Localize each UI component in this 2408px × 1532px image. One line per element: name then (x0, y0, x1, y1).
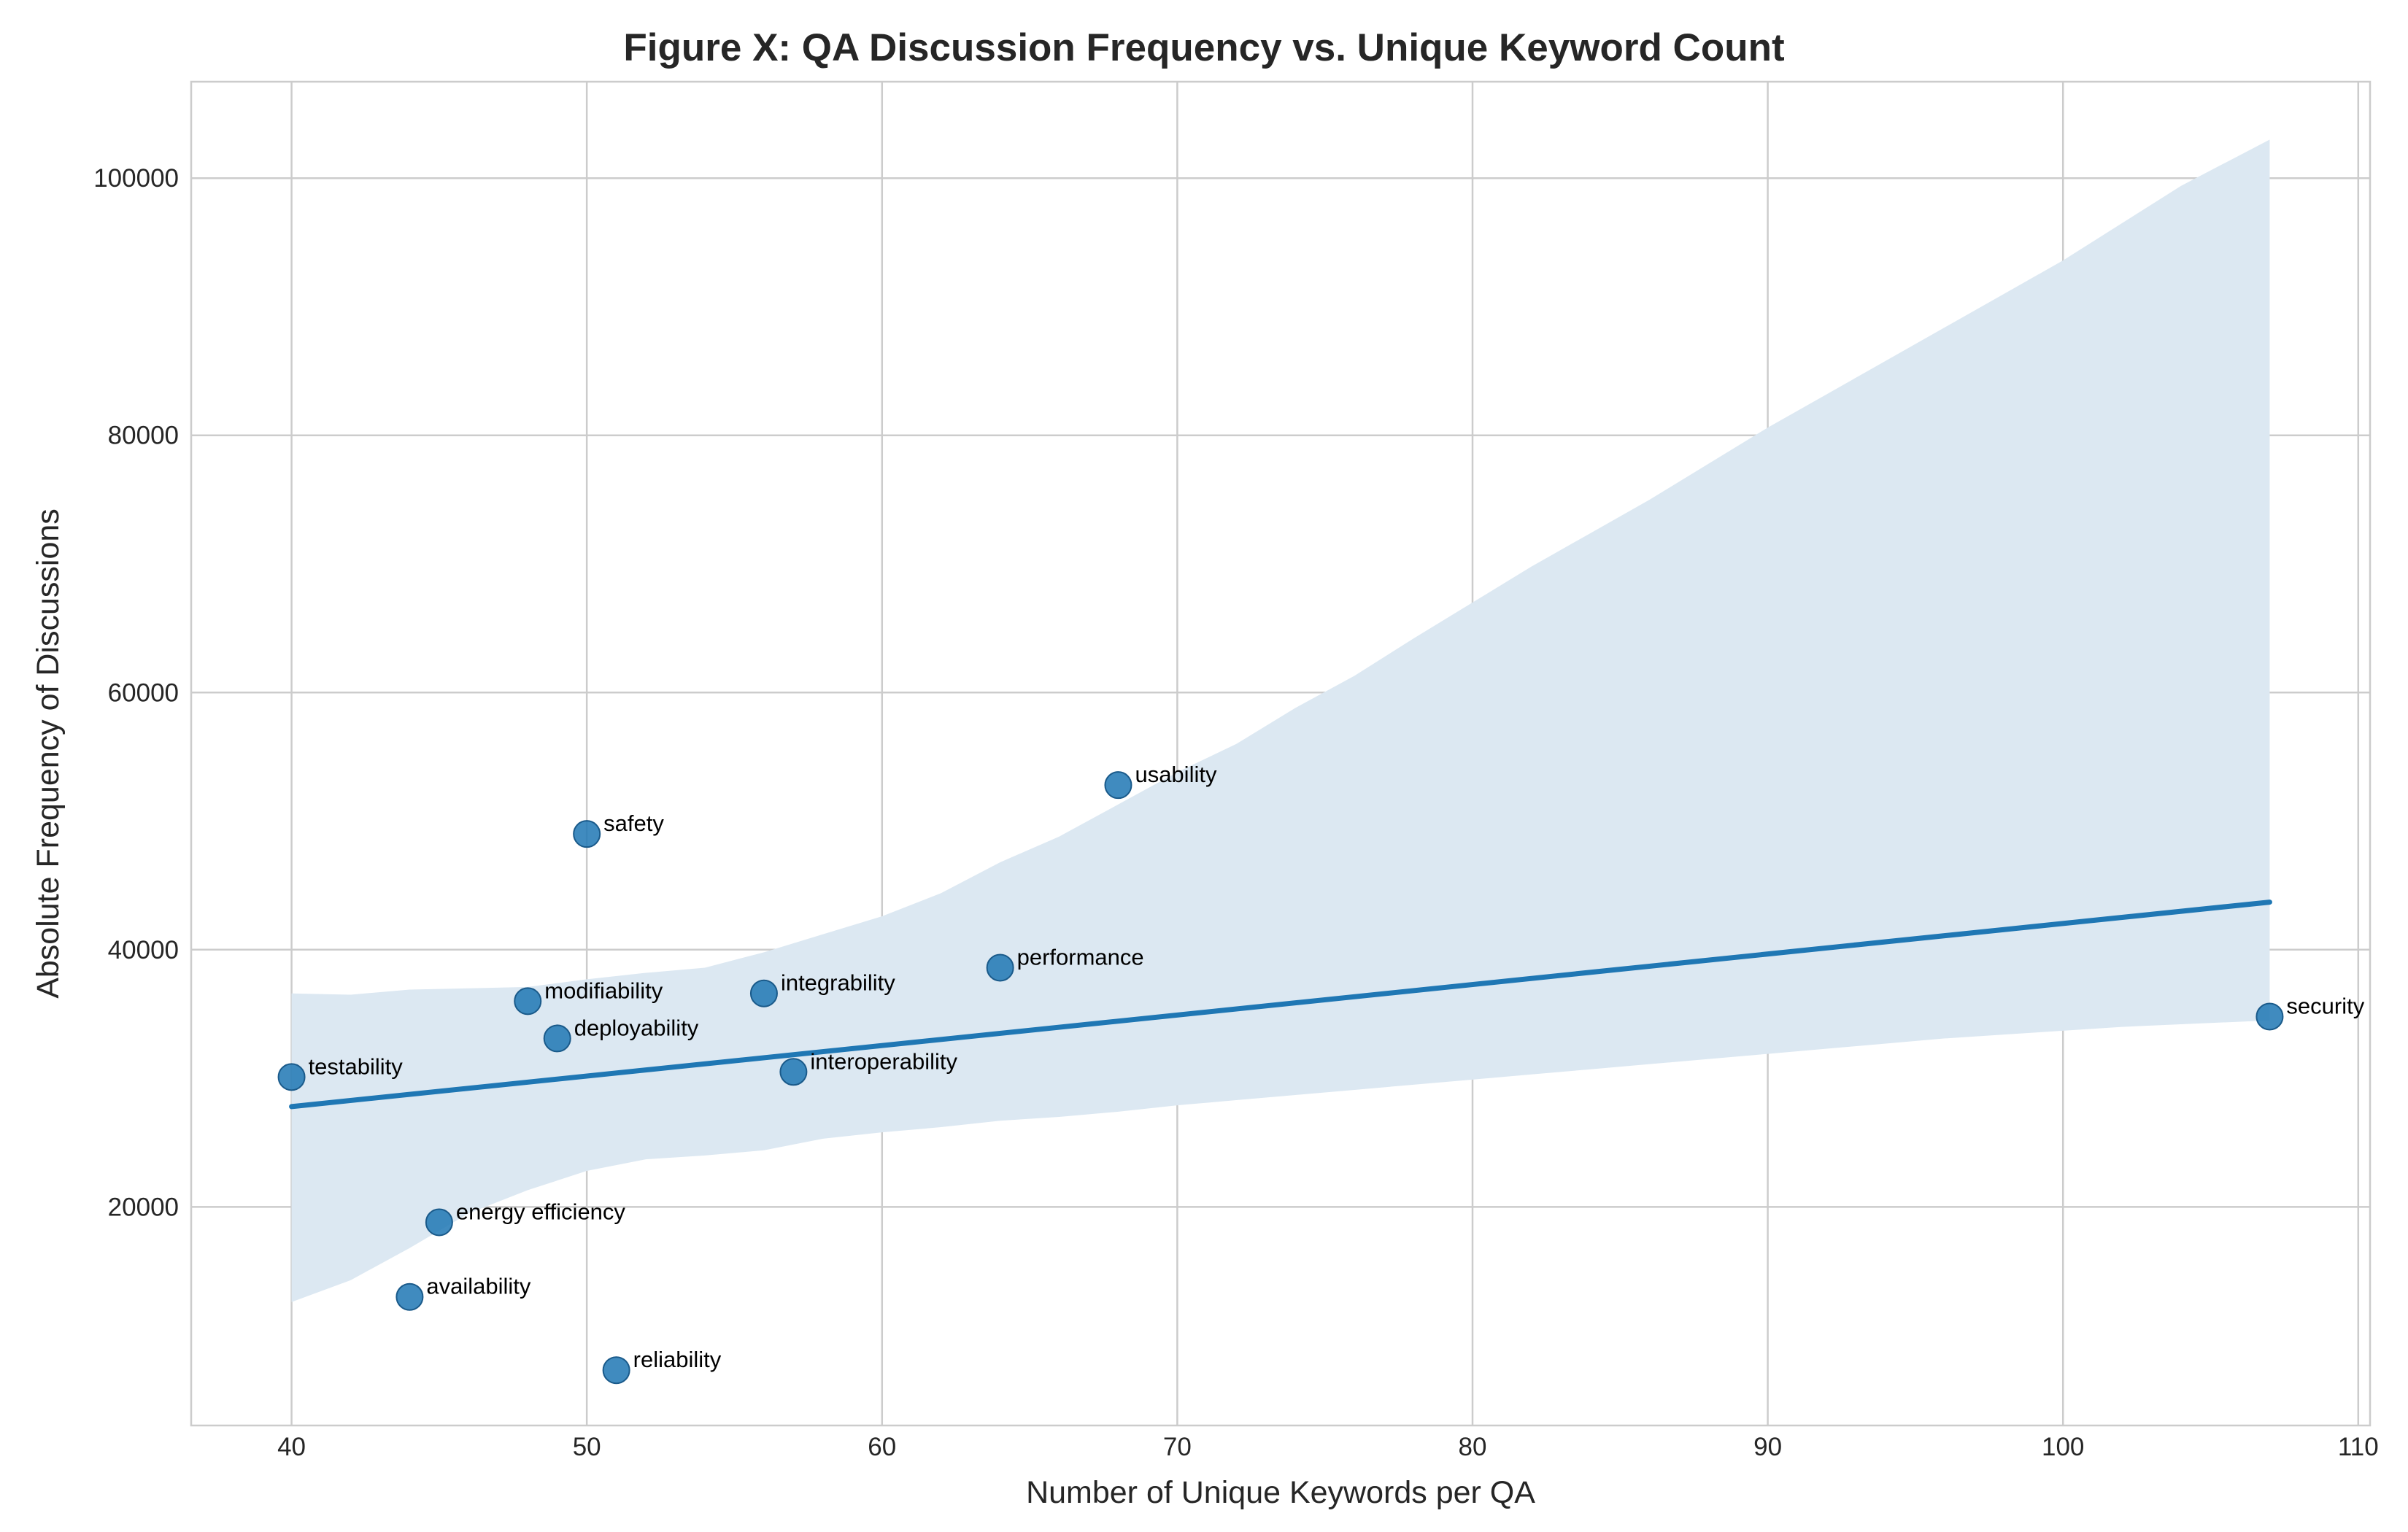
point-interoperability (779, 1058, 808, 1086)
y-tick-label: 80000 (108, 422, 179, 450)
y-tick-label: 20000 (108, 1193, 179, 1221)
point-labels: testability availability energy efficiency… (309, 762, 2365, 1372)
point-energy-efficiency (425, 1208, 453, 1237)
plot-frame (190, 80, 2372, 1427)
point-label: testability (309, 1053, 404, 1079)
point-security (2255, 1002, 2284, 1031)
point-modifiability (514, 987, 542, 1015)
y-tick-labels: 20000 40000 60000 80000 100000 (93, 164, 179, 1221)
point-availability (395, 1283, 424, 1311)
point-safety (573, 820, 601, 848)
point-testability (277, 1063, 306, 1091)
point-label: integrability (781, 970, 895, 996)
point-label: usability (1135, 762, 1216, 787)
point-reliability (602, 1356, 630, 1385)
y-tick-label: 60000 (108, 678, 179, 707)
point-performance (986, 953, 1014, 982)
x-tick-label: 110 (2338, 1433, 2379, 1461)
ci-band (291, 139, 2270, 1302)
point-label: interoperability (810, 1048, 957, 1074)
x-tick-labels: 40 50 60 70 80 90 100 110 (277, 1433, 2379, 1461)
point-label: security (2286, 993, 2364, 1018)
point-label: modifiability (544, 978, 663, 1003)
chart-title: Figure X: QA Discussion Frequency vs. Un… (623, 26, 1784, 69)
x-tick-label: 60 (868, 1433, 896, 1461)
point-label: safety (603, 811, 664, 836)
x-tick-label: 70 (1163, 1433, 1192, 1461)
y-tick-label: 100000 (93, 164, 179, 193)
point-label: deployability (574, 1015, 699, 1040)
point-usability (1104, 771, 1132, 800)
point-label: availability (426, 1274, 531, 1299)
x-tick-label: 100 (2042, 1433, 2084, 1461)
confidence-band (291, 139, 2270, 1302)
x-axis-label: Number of Unique Keywords per QA (1026, 1475, 1535, 1510)
point-deployability (543, 1024, 571, 1053)
point-label: performance (1017, 944, 1144, 970)
point-label: energy efficiency (456, 1199, 626, 1224)
x-tick-label: 90 (1753, 1433, 1782, 1461)
y-axis-label: Absolute Frequency of Discussions (31, 508, 66, 999)
x-tick-label: 50 (573, 1433, 601, 1461)
point-integrability (749, 979, 778, 1007)
x-tick-label: 80 (1459, 1433, 1487, 1461)
y-tick-label: 40000 (108, 936, 179, 964)
regression-line-path (289, 900, 2272, 1110)
data-points (277, 771, 2284, 1385)
regression-line (289, 900, 2272, 1110)
point-label: reliability (633, 1347, 722, 1372)
x-tick-label: 40 (277, 1433, 306, 1461)
